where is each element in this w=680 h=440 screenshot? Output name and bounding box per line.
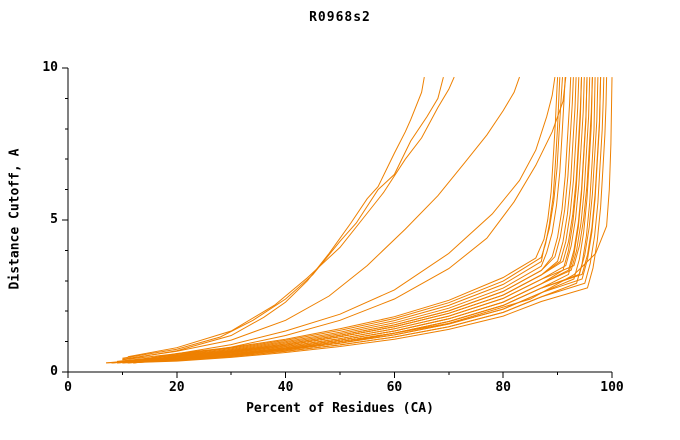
model-curve (127, 77, 572, 364)
model-curve (133, 77, 613, 364)
y-tick-label: 10 (42, 60, 58, 75)
model-curve (122, 77, 556, 361)
y-tick-label: 0 (50, 364, 58, 379)
model-curve (111, 77, 602, 364)
model-curve (106, 77, 596, 364)
x-tick-label: 40 (277, 380, 294, 395)
model-curve (127, 77, 605, 364)
x-tick-label: 60 (386, 380, 403, 395)
model-curve (116, 77, 593, 364)
model-curve (122, 77, 577, 364)
model-curve (116, 77, 593, 364)
x-axis-label: Percent of Residues (CA) (246, 401, 434, 416)
model-curve (106, 77, 580, 364)
model-curve (122, 76, 444, 359)
model-curve (127, 77, 599, 364)
model-curve (122, 77, 425, 361)
model-curve (116, 77, 567, 362)
x-tick-label: 0 (64, 380, 72, 395)
model-curve (111, 77, 563, 364)
model-curve (127, 76, 455, 358)
model-curve (133, 77, 585, 364)
y-tick-label: 5 (50, 212, 58, 227)
model-curve (133, 77, 566, 364)
model-curve (122, 77, 608, 364)
chart-title: R0968s2 (309, 10, 371, 25)
model-curve (111, 77, 574, 364)
model-curve (127, 77, 582, 364)
model-curve (111, 77, 588, 364)
x-tick-label: 100 (600, 380, 624, 395)
model-curve (122, 77, 588, 364)
x-tick-label: 80 (495, 380, 512, 395)
model-curve (122, 77, 559, 364)
x-tick-label: 20 (168, 380, 185, 395)
model-curve (133, 77, 602, 364)
model-curve (116, 77, 561, 364)
model-curve (122, 76, 520, 360)
model-curve (116, 77, 582, 364)
